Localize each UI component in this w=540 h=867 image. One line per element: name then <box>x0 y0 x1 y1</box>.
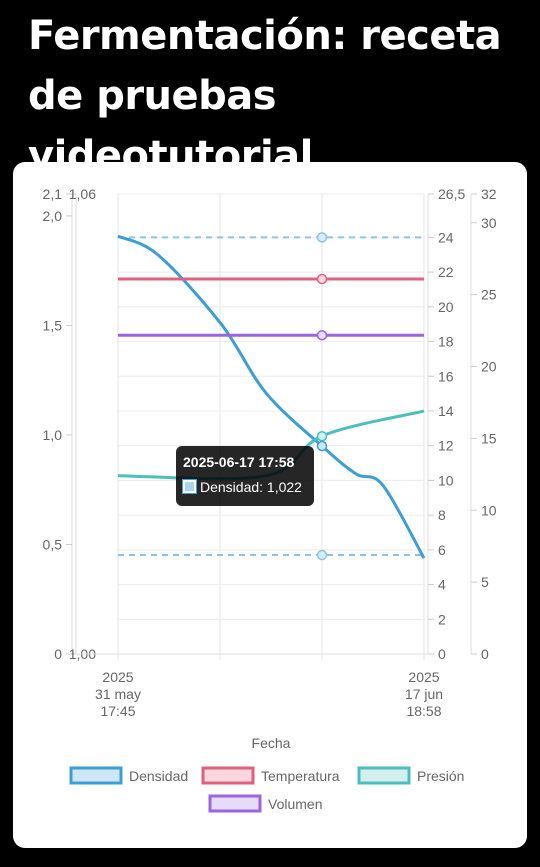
x-axis-title: Fecha <box>252 735 291 751</box>
pressure-axis-tick-label: 15 <box>481 430 497 446</box>
legend-swatch-volumen <box>208 794 262 813</box>
legend-swatch-densidad <box>69 766 123 785</box>
pressure-axis-tick-label: 30 <box>481 215 497 231</box>
series-point-densidad <box>316 440 328 452</box>
pressure-axis-tick-label: 20 <box>481 359 497 375</box>
temperature-axis-tick-label: 24 <box>438 229 454 245</box>
volume-axis-tick-label: 2,0 <box>43 208 63 224</box>
series-point-volumen <box>316 330 328 341</box>
x-tick-label: 2025 <box>408 669 439 685</box>
tooltip-swatch <box>182 479 197 494</box>
series-line-densidad <box>117 234 426 559</box>
chart-card: 0 0,5 1,0 1,5 2,0 2,1 1,00 1,06 0 2 4 6 8 10 12 14 16 18 2… <box>13 162 527 848</box>
temperature-axis-tick-label: 10 <box>438 472 454 488</box>
legend-label-temperatura: Temperatura <box>261 768 340 784</box>
temperature-axis-tick-label: 2 <box>438 611 446 627</box>
legend-label-volumen: Volumen <box>268 796 322 812</box>
temperature-axis-tick-label: 0 <box>438 646 446 662</box>
volume-axis-tick-label: 2,1 <box>43 186 63 202</box>
temperature-axis-tick-label: 14 <box>438 403 454 419</box>
series-point-presión <box>316 431 328 442</box>
x-tick-label: 17 jun <box>405 686 443 702</box>
x-tick-label: 18:58 <box>406 703 441 719</box>
temperature-axis-tick-label: 8 <box>438 507 446 523</box>
pressure-axis-tick-label: 0 <box>481 646 489 662</box>
tooltip-body: Densidad: 1,022 <box>200 479 302 495</box>
page-title: Fermentación: receta de pruebas videotut… <box>28 13 502 179</box>
temperature-axis-tick-label: 12 <box>438 438 454 454</box>
volume-axis-tick-label: 0 <box>54 646 62 662</box>
legend-swatch-temperatura <box>201 766 255 785</box>
volume-axis-tick-label: 1,5 <box>43 317 63 333</box>
temperature-axis-tick-label: 22 <box>438 264 454 280</box>
pressure-axis-tick-label: 32 <box>481 186 497 202</box>
density-axis-tick-label: 1,06 <box>69 186 96 202</box>
temperature-axis-tick-label: 6 <box>438 542 446 558</box>
volume-axis-tick-label: 0,5 <box>43 536 63 552</box>
series-point-temperatura <box>316 273 328 285</box>
x-tick-label: 31 may <box>95 686 141 702</box>
fermentation-chart: 00,51,01,52,02,11,001,060246810121416182… <box>43 186 497 813</box>
pressure-axis-tick-label: 25 <box>481 287 497 303</box>
volume-axis-tick-label: 1,0 <box>43 427 63 443</box>
x-tick-label: 2025 <box>102 669 133 685</box>
pressure-axis-tick-label: 10 <box>481 502 497 518</box>
temperature-axis-tick-label: 16 <box>438 368 454 384</box>
legend-swatch-presión <box>357 766 411 785</box>
reference-line-point <box>316 232 328 243</box>
temperature-axis-tick-label: 18 <box>438 334 454 350</box>
legend-label-densidad: Densidad <box>129 768 188 784</box>
legend-label-presión: Presión <box>417 768 464 784</box>
chart-tooltip: 2025-06-17 17:58 Densidad: 1,022 <box>176 446 314 506</box>
reference-line-point <box>316 549 328 561</box>
x-tick-label: 17:45 <box>100 703 135 719</box>
temperature-axis-tick-label: 4 <box>438 577 446 593</box>
temperature-axis-tick-label: 20 <box>438 299 454 315</box>
pressure-axis-tick-label: 5 <box>481 574 489 590</box>
tooltip-title: 2025-06-17 17:58 <box>183 454 295 470</box>
temperature-axis-tick-label: 26,5 <box>438 186 465 202</box>
